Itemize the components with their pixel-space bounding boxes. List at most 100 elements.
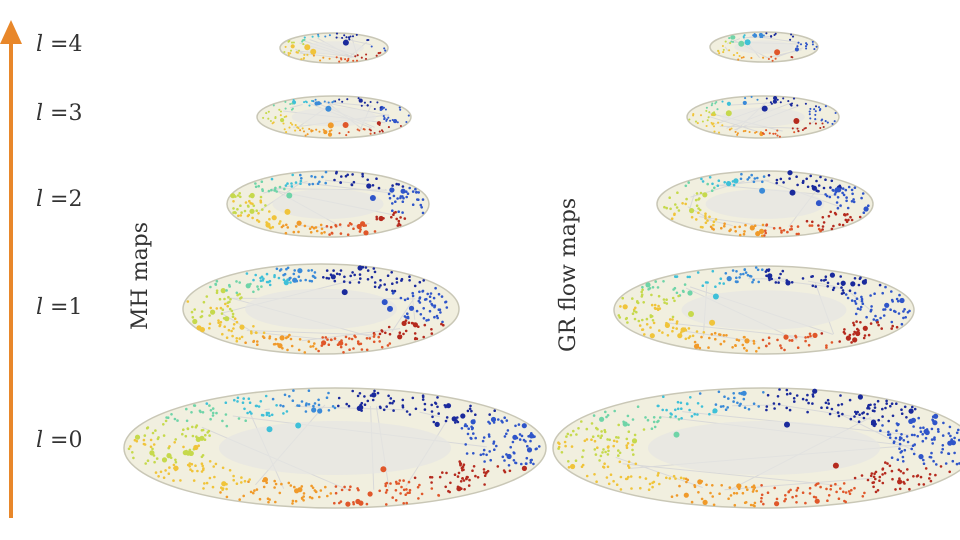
node-point	[869, 322, 873, 325]
node-point	[377, 52, 380, 55]
node-point	[866, 406, 869, 410]
node-point	[855, 320, 858, 323]
node-point	[705, 124, 708, 128]
node-point	[564, 444, 567, 448]
node-point	[391, 401, 394, 405]
node-point	[294, 225, 298, 228]
node-point	[839, 275, 842, 278]
node-point	[399, 195, 403, 198]
node-point	[205, 481, 209, 485]
node-point	[596, 446, 599, 450]
node-point	[385, 405, 389, 408]
node-point	[613, 409, 616, 413]
node-point	[688, 118, 691, 121]
node-point	[411, 203, 415, 206]
node-point	[617, 454, 620, 457]
node-point	[625, 444, 628, 447]
node-point	[651, 485, 654, 489]
node-point	[649, 333, 655, 339]
node-point	[347, 36, 350, 39]
edge-line	[715, 179, 770, 187]
node-point	[363, 230, 369, 236]
node-point	[502, 469, 506, 472]
node-point	[775, 178, 779, 182]
node-point	[172, 463, 176, 467]
node-point	[404, 493, 408, 497]
node-point	[728, 37, 731, 40]
node-point	[668, 318, 672, 321]
node-point	[825, 194, 829, 198]
node-point	[249, 208, 255, 214]
node-point	[282, 278, 286, 282]
node-point	[392, 399, 396, 403]
node-point	[284, 107, 287, 110]
node-point	[717, 390, 721, 394]
node-point	[375, 215, 379, 219]
node-point	[861, 192, 865, 195]
node-point	[817, 224, 820, 227]
node-point	[852, 337, 858, 343]
node-point	[257, 405, 261, 408]
node-point	[779, 272, 782, 276]
node-point	[753, 501, 757, 505]
node-point	[251, 202, 254, 206]
node-point	[206, 431, 209, 434]
node-point	[726, 276, 732, 282]
node-point	[399, 296, 403, 300]
node-point	[193, 404, 197, 407]
node-point	[719, 405, 723, 408]
node-point	[453, 473, 457, 477]
node-point	[753, 33, 758, 38]
node-point	[373, 230, 377, 233]
node-point	[841, 191, 844, 195]
node-point	[520, 434, 524, 438]
node-point	[695, 192, 699, 195]
node-point	[821, 122, 824, 125]
node-point	[363, 395, 366, 398]
node-point	[824, 278, 827, 282]
node-point	[290, 108, 293, 111]
node-point	[890, 402, 894, 406]
node-point	[405, 120, 408, 124]
node-point	[873, 292, 876, 296]
node-point	[244, 419, 247, 423]
node-point	[847, 218, 850, 222]
node-point	[677, 294, 680, 298]
node-point	[951, 459, 955, 463]
node-point	[339, 232, 343, 235]
node-point	[328, 34, 331, 37]
node-point	[859, 321, 862, 324]
node-point	[260, 180, 264, 183]
node-point	[220, 312, 224, 315]
node-point	[841, 289, 845, 292]
node-point	[794, 334, 797, 338]
node-point	[693, 485, 697, 489]
node-point	[862, 336, 866, 340]
node-point	[760, 234, 764, 238]
node-point	[617, 449, 620, 452]
node-point	[713, 186, 716, 190]
node-point	[792, 97, 796, 100]
node-point	[917, 416, 920, 420]
node-point	[517, 423, 521, 426]
node-point	[881, 481, 885, 485]
node-point	[789, 38, 792, 41]
node-point	[795, 489, 799, 492]
node-point	[793, 400, 796, 403]
node-point	[651, 286, 655, 289]
node-point	[873, 472, 876, 476]
node-point	[794, 47, 799, 52]
node-point	[902, 460, 905, 463]
node-point	[891, 324, 894, 328]
node-point	[352, 502, 356, 506]
node-point	[788, 339, 791, 342]
node-point	[955, 462, 959, 466]
node-point	[408, 279, 411, 282]
node-point	[724, 40, 727, 43]
node-point	[503, 435, 507, 438]
node-point	[202, 468, 205, 472]
node-point	[441, 320, 444, 324]
node-point	[308, 127, 311, 131]
node-point	[912, 425, 915, 428]
node-point	[341, 100, 344, 103]
